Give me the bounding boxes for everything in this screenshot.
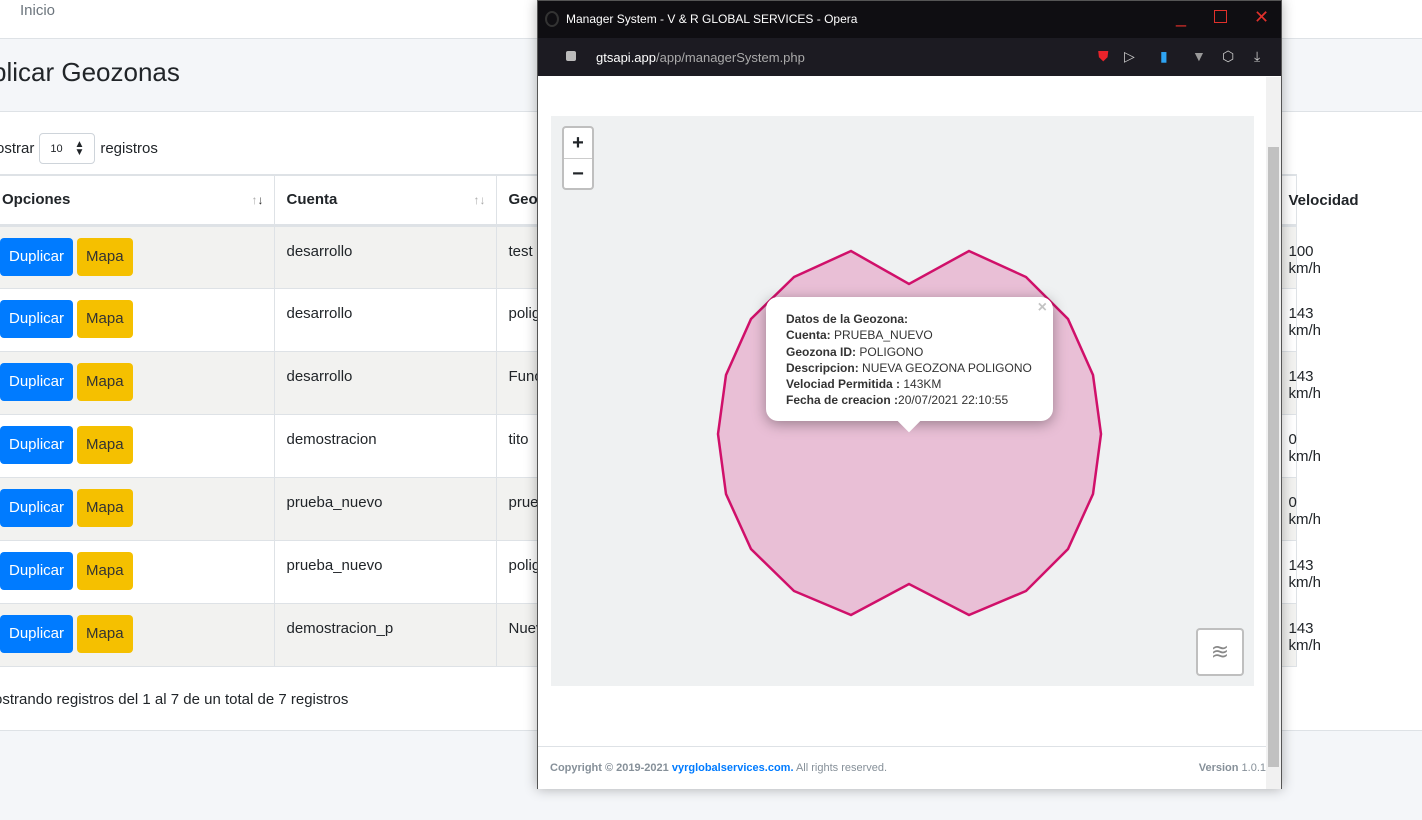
duplicar-button[interactable]: Duplicar bbox=[0, 237, 74, 276]
duplicar-button[interactable]: Duplicar bbox=[0, 614, 74, 653]
popup-heading: Datos de la Geozona: bbox=[786, 312, 909, 326]
cell-cuenta: desarrollo bbox=[274, 351, 497, 415]
length-value: 10 bbox=[50, 143, 63, 155]
version-number: 1.0.1 bbox=[1241, 762, 1266, 774]
minimize-button[interactable]: _ bbox=[1176, 7, 1187, 27]
cell-cuenta: prueba_nuevo bbox=[274, 540, 497, 604]
page-content: + − × Datos de la Geozona: Cuenta: PRUEB… bbox=[538, 77, 1266, 789]
scrollbar[interactable] bbox=[1266, 77, 1281, 789]
length-prefix: ostrar bbox=[0, 140, 35, 157]
maximize-button[interactable] bbox=[1214, 10, 1227, 23]
popup-line: Descripcion: NUEVA GEOZONA POLIGONO bbox=[786, 360, 1032, 375]
mapa-button[interactable]: Mapa bbox=[77, 237, 133, 276]
lock-icon bbox=[566, 51, 576, 61]
popup-line: Fecha de creacion :20/07/2021 22:10:55 bbox=[786, 393, 1009, 408]
header-velocidad: Velocidad bbox=[1288, 192, 1359, 209]
address-bar[interactable]: gtsapi.app/app/managerSystem.php ⛊ ▷ ▮ ▼… bbox=[538, 38, 1281, 76]
header-opciones[interactable]: Opciones ↑↓ bbox=[0, 174, 275, 227]
mapa-button[interactable]: Mapa bbox=[77, 551, 133, 590]
duplicar-button[interactable]: Duplicar bbox=[0, 488, 74, 527]
opera-logo-icon bbox=[545, 11, 559, 27]
mapa-button[interactable]: Mapa bbox=[77, 425, 133, 464]
footer-link[interactable]: vyrglobalservices.com. bbox=[671, 762, 794, 774]
adblock-shield-icon[interactable]: ⛊ bbox=[1098, 48, 1109, 64]
duplicar-button[interactable]: Duplicar bbox=[0, 362, 74, 401]
popup-line: Geozona ID: POLIGONO bbox=[786, 344, 924, 359]
cell-velocidad: 143 km/h bbox=[1288, 619, 1322, 654]
url-host: gtsapi.app bbox=[596, 50, 656, 65]
nav-home-link[interactable]: Inicio bbox=[20, 2, 56, 19]
cell-cuenta: desarrollo bbox=[274, 225, 497, 289]
cell-cuenta: prueba_nuevo bbox=[274, 477, 497, 541]
version-label: Version bbox=[1198, 762, 1239, 774]
duplicar-button[interactable]: Duplicar bbox=[0, 551, 74, 590]
cell-velocidad: 100 km/h bbox=[1288, 242, 1322, 277]
layers-icon[interactable]: ≋ bbox=[1196, 628, 1244, 676]
mapa-button[interactable]: Mapa bbox=[77, 299, 133, 338]
copyright: Copyright © 2019-2021 bbox=[550, 762, 672, 774]
duplicar-button[interactable]: Duplicar bbox=[0, 299, 74, 338]
popup-close-button[interactable]: × bbox=[1037, 299, 1047, 316]
geozone-popup: × Datos de la Geozona: Cuenta: PRUEBA_NU… bbox=[766, 297, 1053, 433]
table-info: ostrando registros del 1 al 7 de un tota… bbox=[0, 691, 349, 708]
url-path: /app/managerSystem.php bbox=[656, 50, 805, 65]
page-title: plicar Geozonas bbox=[0, 57, 180, 87]
title-bar: Manager System - V & R GLOBAL SERVICES -… bbox=[538, 1, 1281, 38]
length-select[interactable]: 10 ▲ ▼ bbox=[39, 133, 96, 164]
extension-icon[interactable]: ▮ bbox=[1160, 48, 1168, 64]
cell-velocidad: 143 km/h bbox=[1288, 304, 1322, 339]
mapa-button[interactable]: Mapa bbox=[77, 488, 133, 527]
popup-line: Cuenta: PRUEBA_NUEVO bbox=[786, 328, 933, 343]
map[interactable]: + − × Datos de la Geozona: Cuenta: PRUEB… bbox=[551, 116, 1254, 686]
zoom-out-button[interactable]: − bbox=[564, 158, 592, 188]
zoom-control: + − bbox=[562, 126, 594, 190]
cube-icon[interactable]: ⬡ bbox=[1222, 48, 1235, 64]
mapa-button[interactable]: Mapa bbox=[77, 362, 133, 401]
send-icon[interactable]: ▷ bbox=[1124, 48, 1135, 64]
scrollbar-thumb[interactable] bbox=[1268, 147, 1279, 767]
popup-line: Velociad Permitida : 143KM bbox=[786, 377, 942, 392]
sort-arrows-icon: ▲ ▼ bbox=[74, 139, 85, 158]
vpn-icon[interactable]: ▼ bbox=[1192, 48, 1206, 64]
sort-icon: ↑↓ bbox=[473, 193, 486, 207]
duplicar-button[interactable]: Duplicar bbox=[0, 425, 74, 464]
length-control: ostrar 10 ▲ ▼ registros bbox=[0, 133, 158, 164]
cell-velocidad: 143 km/h bbox=[1288, 367, 1322, 402]
cell-cuenta: demostracion_p bbox=[274, 603, 497, 667]
cell-cuenta: demostracion bbox=[274, 414, 497, 478]
download-icon[interactable]: ⤓ bbox=[1254, 48, 1261, 64]
rights: All rights reserved. bbox=[793, 762, 888, 774]
cell-velocidad: 0 km/h bbox=[1288, 430, 1322, 465]
cell-velocidad: 143 km/h bbox=[1288, 556, 1322, 591]
mapa-button[interactable]: Mapa bbox=[77, 614, 133, 653]
zoom-in-button[interactable]: + bbox=[572, 132, 584, 154]
cell-velocidad: 0 km/h bbox=[1288, 493, 1322, 528]
footer: Copyright © 2019-2021 vyrglobalservices.… bbox=[538, 746, 1266, 789]
window-title: Manager System - V & R GLOBAL SERVICES -… bbox=[566, 12, 858, 26]
close-window-button[interactable]: ✕ bbox=[1254, 7, 1270, 27]
popup-browser-window: Manager System - V & R GLOBAL SERVICES -… bbox=[537, 0, 1282, 789]
sort-icon: ↑↓ bbox=[251, 193, 264, 207]
length-suffix: registros bbox=[100, 140, 158, 157]
cell-cuenta: desarrollo bbox=[274, 288, 497, 352]
header-cuenta[interactable]: Cuenta ↑↓ bbox=[274, 174, 497, 227]
